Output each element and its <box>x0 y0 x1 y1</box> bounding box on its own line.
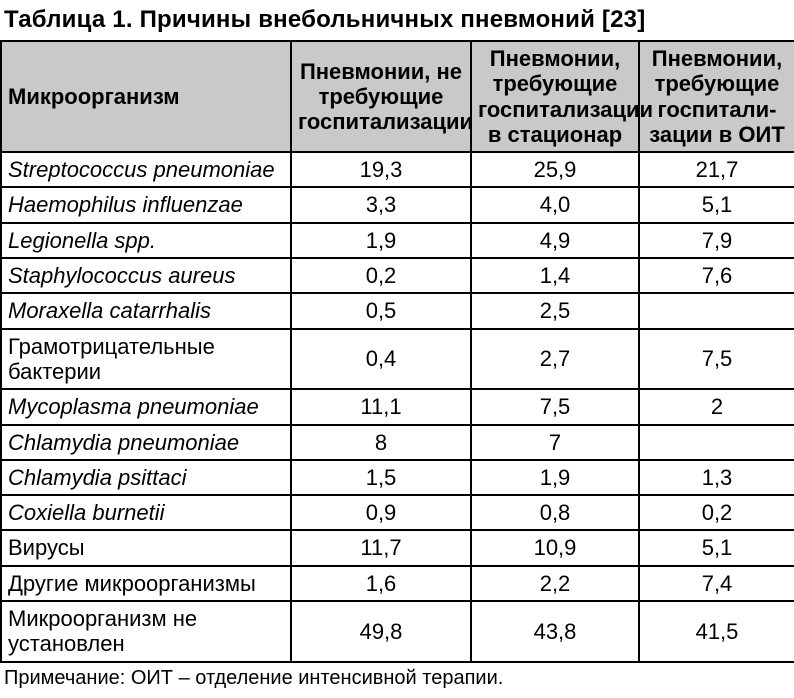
value-cell: 49,8 <box>291 601 471 662</box>
value-cell: 4,9 <box>471 223 639 258</box>
value-cell <box>639 425 794 460</box>
value-cell: 0,8 <box>471 495 639 530</box>
organism-cell: Микроорганизм не установлен <box>1 601 291 662</box>
value-cell: 1,9 <box>471 460 639 495</box>
value-cell: 10,9 <box>471 530 639 565</box>
table-body: Streptococcus pneumoniae19,325,921,7Haem… <box>1 152 794 661</box>
organism-cell: Coxiella burnetii <box>1 495 291 530</box>
table-row: Moraxella catarrhalis0,52,5 <box>1 293 794 328</box>
organism-cell: Chlamydia psittaci <box>1 460 291 495</box>
value-cell: 21,7 <box>639 152 794 187</box>
table-title: Таблица 1. Причины внебольничных пневмон… <box>0 0 794 40</box>
table-row: Coxiella burnetii0,90,80,2 <box>1 495 794 530</box>
col-header-icu: Пневмонии, требующие госпитали-зации в О… <box>639 41 794 152</box>
value-cell: 2,2 <box>471 566 639 601</box>
value-cell: 0,4 <box>291 329 471 390</box>
organism-cell: Streptococcus pneumoniae <box>1 152 291 187</box>
organism-cell: Другие микроорганизмы <box>1 566 291 601</box>
table-row: Haemophilus influenzae3,34,05,1 <box>1 187 794 222</box>
value-cell: 2 <box>639 389 794 424</box>
data-table: Микроорганизм Пневмонии, не требующие го… <box>0 40 794 663</box>
organism-cell: Staphylococcus aureus <box>1 258 291 293</box>
organism-cell: Moraxella catarrhalis <box>1 293 291 328</box>
value-cell: 1,9 <box>291 223 471 258</box>
col-header-organism: Микроорганизм <box>1 41 291 152</box>
value-cell <box>639 293 794 328</box>
value-cell: 1,4 <box>471 258 639 293</box>
table-row: Streptococcus pneumoniae19,325,921,7 <box>1 152 794 187</box>
table-row: Legionella spp.1,94,97,9 <box>1 223 794 258</box>
value-cell: 43,8 <box>471 601 639 662</box>
table-header-row: Микроорганизм Пневмонии, не требующие го… <box>1 41 794 152</box>
value-cell: 7,6 <box>639 258 794 293</box>
value-cell: 7 <box>471 425 639 460</box>
table-row: Грамотрицательные бактерии0,42,77,5 <box>1 329 794 390</box>
organism-cell: Mycoplasma pneumoniae <box>1 389 291 424</box>
organism-cell: Chlamydia pneumoniae <box>1 425 291 460</box>
value-cell: 7,9 <box>639 223 794 258</box>
table-row: Микроорганизм не установлен49,843,841,5 <box>1 601 794 662</box>
value-cell: 41,5 <box>639 601 794 662</box>
organism-cell: Вирусы <box>1 530 291 565</box>
value-cell: 11,7 <box>291 530 471 565</box>
table-row: Другие микроорганизмы1,62,27,4 <box>1 566 794 601</box>
value-cell: 3,3 <box>291 187 471 222</box>
organism-cell: Legionella spp. <box>1 223 291 258</box>
table-row: Mycoplasma pneumoniae11,17,52 <box>1 389 794 424</box>
value-cell: 2,5 <box>471 293 639 328</box>
value-cell: 0,2 <box>639 495 794 530</box>
value-cell: 1,5 <box>291 460 471 495</box>
value-cell: 2,7 <box>471 329 639 390</box>
value-cell: 5,1 <box>639 530 794 565</box>
value-cell: 0,9 <box>291 495 471 530</box>
col-header-hosp: Пневмонии, требующие госпитализации в ст… <box>471 41 639 152</box>
value-cell: 25,9 <box>471 152 639 187</box>
value-cell: 1,3 <box>639 460 794 495</box>
value-cell: 19,3 <box>291 152 471 187</box>
value-cell: 11,1 <box>291 389 471 424</box>
table-row: Staphylococcus aureus0,21,47,6 <box>1 258 794 293</box>
table-row: Chlamydia pneumoniae87 <box>1 425 794 460</box>
value-cell: 0,2 <box>291 258 471 293</box>
table-row: Вирусы11,710,95,1 <box>1 530 794 565</box>
organism-cell: Haemophilus influenzae <box>1 187 291 222</box>
value-cell: 4,0 <box>471 187 639 222</box>
organism-cell: Грамотрицательные бактерии <box>1 329 291 390</box>
table-row: Chlamydia psittaci1,51,91,3 <box>1 460 794 495</box>
table-figure: Таблица 1. Причины внебольничных пневмон… <box>0 0 794 698</box>
value-cell: 7,5 <box>639 329 794 390</box>
value-cell: 7,5 <box>471 389 639 424</box>
value-cell: 7,4 <box>639 566 794 601</box>
value-cell: 0,5 <box>291 293 471 328</box>
value-cell: 1,6 <box>291 566 471 601</box>
col-header-no-hosp: Пневмонии, не требующие госпитализации <box>291 41 471 152</box>
value-cell: 8 <box>291 425 471 460</box>
value-cell: 5,1 <box>639 187 794 222</box>
table-footnote: Примечание: ОИТ – отделение интенсивной … <box>0 663 794 698</box>
